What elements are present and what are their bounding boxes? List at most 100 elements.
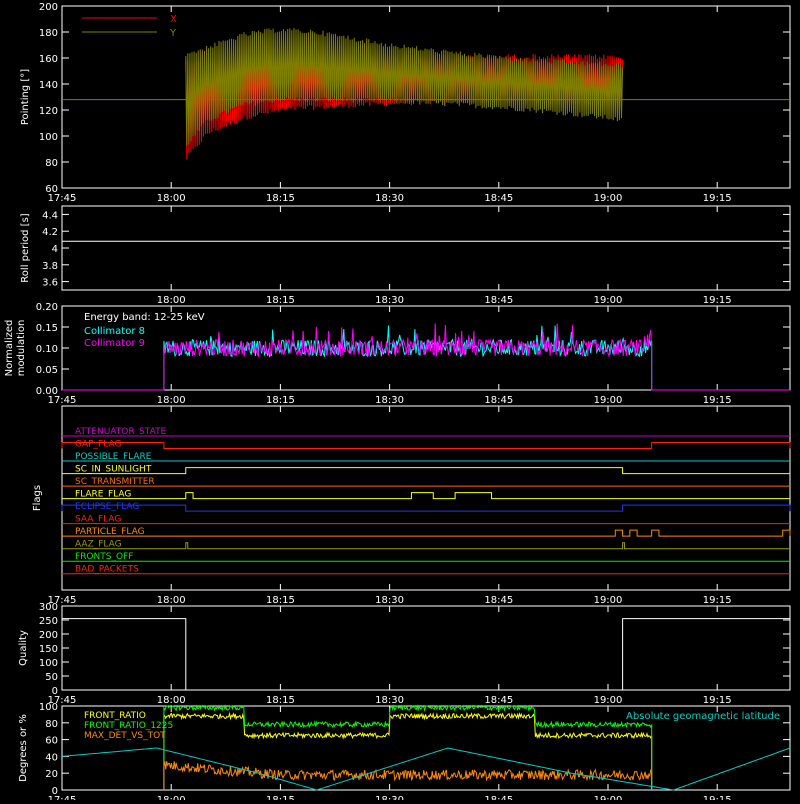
x-tick-label: 19:00 xyxy=(594,295,623,306)
x-tick-label: 19:15 xyxy=(703,395,732,406)
flag-line-sc-in-sunlight xyxy=(62,467,790,475)
series-collimator-8-line xyxy=(62,325,790,391)
y-axis-label: Quality xyxy=(18,630,29,666)
y-tick-label: 100 xyxy=(39,702,58,713)
legend-label: Y xyxy=(169,28,177,39)
x-tick-label: 19:15 xyxy=(703,595,732,606)
x-tick-label: 18:15 xyxy=(266,395,295,406)
y-tick-label: 0.00 xyxy=(36,386,58,397)
x-tick-label: 18:30 xyxy=(375,295,404,306)
panel-0: 17:45 18:00 18:15 18:30 18:45 19:00 19:15 60 80 1… xyxy=(20,2,791,204)
y-tick-label: 100 xyxy=(39,658,58,669)
x-tick-label: 18:45 xyxy=(484,795,513,800)
legend-label: X xyxy=(170,14,177,25)
y-tick-label: 150 xyxy=(39,644,58,655)
legend-label: MAX_DET_VS_TOT xyxy=(84,731,166,741)
x-tick-label: 18:30 xyxy=(375,595,404,606)
x-tick-label: 18:00 xyxy=(157,795,186,800)
y-tick-label: 80 xyxy=(45,719,58,730)
y-tick-label: 4.2 xyxy=(42,227,58,238)
y-tick-label: 160 xyxy=(39,54,58,65)
x-tick-label: 19:00 xyxy=(594,193,623,204)
flag-label-flare-flag: FLARE_FLAG xyxy=(75,490,131,500)
x-tick-label: 19:00 xyxy=(594,395,623,406)
x-tick-label: 18:00 xyxy=(157,395,186,406)
series-absolute-geomagnetic-latitude-line xyxy=(61,747,791,791)
x-tick-label: 19:15 xyxy=(703,295,732,306)
y-tick-label: 40 xyxy=(45,752,58,763)
x-tick-label: 18:30 xyxy=(375,193,404,204)
x-tick-label: 18:15 xyxy=(266,193,295,204)
flag-line-gap-flag xyxy=(61,442,791,450)
x-tick-label: 18:30 xyxy=(375,795,404,800)
x-tick-label: 18:15 xyxy=(266,595,295,606)
x-tick-label: 18:00 xyxy=(157,595,186,606)
x-tick-label: 19:00 xyxy=(594,595,623,606)
x-tick-label: 18:30 xyxy=(375,695,404,706)
legend-label: Collimator 8 xyxy=(84,326,145,337)
quality-line xyxy=(62,618,790,691)
flag-label-sc-transmitter: SC_TRANSMITTER xyxy=(75,477,155,487)
y-tick-label: 0 xyxy=(52,686,58,697)
x-tick-label: 19:15 xyxy=(703,193,732,204)
y-tick-label: 60 xyxy=(45,736,58,747)
flag-line-eclipse-flag xyxy=(61,504,791,512)
x-tick-label: 17:45 xyxy=(48,193,77,204)
panel-4: 17:45 18:00 18:15 18:30 18:45 19:00 19:15 0 50 10… xyxy=(18,602,791,706)
flag-label-fronts-off: FRONTS_OFF xyxy=(75,552,133,562)
panel-frame xyxy=(61,205,791,291)
y-tick-label: 180 xyxy=(39,28,58,39)
flag-label-gap-flag: GAP_FLAG xyxy=(75,440,121,450)
x-tick-label: 18:00 xyxy=(157,193,186,204)
y-axis-label: Degrees or % xyxy=(18,714,29,782)
y-tick-label: 140 xyxy=(39,80,58,91)
flag-label-bad-packets: BAD_PACKETS xyxy=(75,565,139,575)
y-tick-label: 300 xyxy=(39,602,58,613)
series-front-ratio-1225-line xyxy=(163,704,653,791)
y-tick-label: 50 xyxy=(45,672,58,683)
y-axis-label: Roll period [s] xyxy=(20,213,31,282)
x-tick-label: 18:00 xyxy=(157,295,186,306)
y-axis-label: modulation xyxy=(16,320,27,377)
legend-label: Collimator 9 xyxy=(84,338,145,349)
x-tick-label: 18:00 xyxy=(157,695,186,706)
x-tick-label: 18:45 xyxy=(484,193,513,204)
x-tick-label: 18:15 xyxy=(266,795,295,800)
y-axis-label: Flags xyxy=(32,485,43,511)
flag-label-attenuator-state: ATTENUATOR_STATE xyxy=(75,427,167,437)
panel-3: 17:45 18:00 18:15 18:30 18:45 19:00 19:15 Flags… xyxy=(32,405,791,606)
legend-label: FRONT_RATIO xyxy=(84,711,146,721)
y-tick-label: 0.20 xyxy=(36,302,58,313)
y-axis-label: Normalized xyxy=(4,320,15,377)
y-tick-label: 0.15 xyxy=(36,323,58,334)
energy-band-annotation: Energy band: 12-25 keV xyxy=(84,312,205,323)
x-tick-label: 18:15 xyxy=(266,295,295,306)
x-tick-label: 19:15 xyxy=(703,795,732,800)
panel-frame xyxy=(61,405,791,591)
flag-label-saa-flag: SAA_FLAG xyxy=(75,515,121,525)
x-tick-label: 18:45 xyxy=(484,395,513,406)
panel-5: 17:4518:0018:1518:3018:4519:0019:1502040… xyxy=(18,702,791,804)
y-tick-label: 3.6 xyxy=(42,278,58,289)
y-tick-label: 200 xyxy=(39,2,58,13)
x-tick-label: 19:00 xyxy=(594,695,623,706)
y-tick-label: 0.10 xyxy=(36,344,58,355)
x-tick-label: 19:00 xyxy=(594,795,623,800)
x-tick-label: 18:45 xyxy=(484,595,513,606)
y-tick-label: 60 xyxy=(45,184,58,195)
series-max-det-vs-tot-line xyxy=(163,761,653,791)
y-tick-label: 3.8 xyxy=(42,261,58,272)
x-tick-label: 17:45 xyxy=(48,695,77,706)
flag-label-eclipse-flag: ECLIPSE_FLAG xyxy=(75,502,139,512)
x-tick-label: 17:45 xyxy=(48,395,77,406)
panel-frame xyxy=(61,5,791,189)
x-tick-label: 18:45 xyxy=(484,295,513,306)
y-tick-label: 0.05 xyxy=(36,365,58,376)
y-tick-label: 100 xyxy=(39,132,58,143)
panel-1: 18:00 18:15 18:30 18:45 19:00 19:15 3.6 3.8 4 4.2… xyxy=(20,205,791,306)
panel-2: 17:45 18:00 18:15 18:30 18:45 19:00 19:15 0.00 0… xyxy=(4,302,791,406)
y-axis-label: Pointing [°] xyxy=(20,69,31,125)
flag-line-flare-flag xyxy=(62,492,790,500)
y-tick-label: 4 xyxy=(52,244,58,255)
